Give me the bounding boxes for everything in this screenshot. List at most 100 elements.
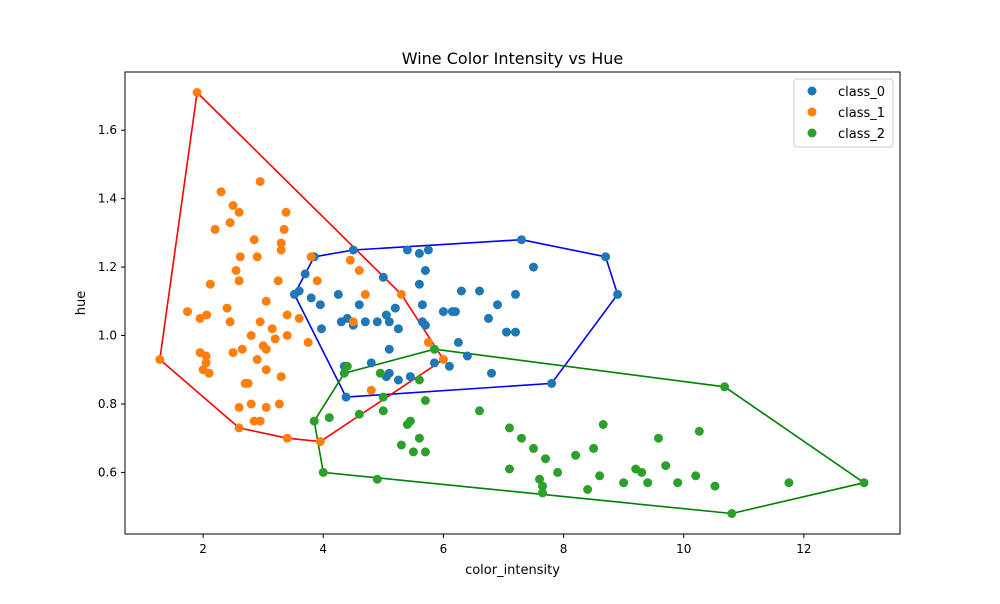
data-point-class_1: [237, 344, 247, 354]
data-point-class_2: [354, 409, 364, 419]
data-point-class_2: [691, 471, 701, 481]
x-axis: 2 4 6 8 10 12: [199, 534, 812, 556]
data-point-class_1: [438, 355, 448, 364]
data-point-class_1: [255, 416, 265, 426]
data-point-class_1: [205, 279, 215, 289]
data-point-class_1: [274, 399, 284, 409]
data-point-class_2: [583, 485, 593, 494]
x-tick-label: 6: [440, 542, 448, 556]
legend-box: [793, 78, 894, 148]
data-point-class_1: [279, 224, 289, 234]
data-point-class_0: [402, 245, 412, 255]
data-point-class_2: [710, 481, 720, 491]
data-point-class_1: [255, 317, 265, 327]
data-point-class_2: [408, 447, 418, 457]
data-point-class_0: [456, 286, 466, 296]
data-point-class_1: [234, 423, 244, 433]
data-point-class_2: [643, 478, 653, 488]
data-point-class_1: [235, 252, 245, 262]
data-point-class_0: [613, 289, 623, 299]
data-point-class_0: [300, 269, 310, 279]
plot-frame: [124, 71, 901, 535]
data-point-class_1: [276, 245, 286, 255]
data-point-class_0: [484, 313, 493, 323]
data-point-class_2: [535, 474, 544, 484]
data-point-class_1: [183, 307, 192, 317]
data-point-class_0: [366, 358, 376, 368]
y-axis: 0.6 0.8 1.0 1.2 1.4 1.6: [98, 123, 125, 479]
data-point-class_2: [538, 488, 547, 498]
data-point-class_1: [282, 331, 292, 340]
data-point-class_1: [348, 317, 358, 327]
x-axis-label: color_intensity: [465, 563, 560, 578]
data-point-class_2: [598, 420, 608, 429]
data-point-class_1: [303, 337, 313, 347]
data-point-class_0: [378, 272, 388, 282]
data-point-class_1: [360, 289, 370, 299]
data-point-class_2: [589, 443, 599, 453]
data-point-class_2: [378, 392, 388, 402]
data-point-class_0: [511, 289, 520, 299]
legend-marker-class-1: [807, 107, 817, 117]
series-class_2: [309, 344, 869, 518]
data-point-class_1: [234, 276, 244, 286]
data-point-class_2: [414, 375, 424, 385]
data-point-class_1: [261, 365, 271, 375]
y-tick-label: 0.8: [98, 397, 117, 411]
data-point-class_0: [384, 368, 394, 378]
data-point-class_1: [210, 224, 220, 234]
data-point-class_1: [202, 310, 212, 320]
data-point-class_1: [201, 351, 211, 361]
data-point-class_2: [378, 406, 388, 416]
data-point-class_0: [414, 279, 424, 289]
data-point-class_1: [423, 337, 433, 347]
data-point-class_1: [267, 324, 277, 334]
data-point-class_0: [475, 286, 484, 296]
data-point-class_0: [333, 289, 343, 299]
data-point-class_0: [423, 245, 433, 255]
y-tick-label: 0.6: [98, 465, 117, 479]
data-point-class_1: [243, 378, 253, 388]
data-point-class_0: [487, 368, 496, 378]
data-point-class_0: [517, 235, 526, 245]
data-point-class_0: [384, 344, 394, 354]
data-point-class_2: [517, 433, 526, 443]
data-point-class_2: [727, 509, 737, 518]
data-point-class_2: [529, 443, 538, 453]
data-point-class_2: [420, 447, 430, 457]
data-point-class_1: [261, 344, 271, 354]
data-point-class_0: [601, 252, 611, 262]
data-point-class_1: [354, 266, 364, 275]
x-tick-label: 8: [560, 542, 568, 556]
data-point-class_0: [511, 327, 520, 337]
y-axis-label: hue: [74, 291, 89, 315]
hull-class_2: [313, 348, 866, 515]
legend: class_0 class_1 class_2: [793, 78, 894, 148]
y-tick-label: 1.0: [98, 329, 117, 343]
data-point-class_0: [502, 327, 511, 337]
data-point-class_2: [619, 478, 629, 488]
data-point-class_1: [282, 310, 292, 320]
data-point-class_2: [375, 368, 385, 378]
data-point-class_1: [261, 402, 271, 412]
data-point-class_0: [390, 303, 400, 313]
data-point-class_0: [294, 286, 304, 296]
data-point-class_1: [276, 238, 286, 248]
data-point-class_2: [414, 433, 424, 443]
legend-label-class-0: class_0: [838, 85, 885, 100]
data-point-class_2: [324, 413, 334, 423]
x-tick-label: 10: [676, 542, 691, 556]
data-point-class_1: [276, 372, 286, 382]
data-point-class_0: [417, 300, 427, 310]
data-point-class_1: [155, 355, 165, 364]
data-point-class_1: [249, 235, 259, 245]
series-class_0: [289, 235, 623, 402]
data-point-class_0: [420, 266, 430, 275]
data-point-class_1: [273, 276, 283, 286]
data-point-class_0: [384, 317, 394, 327]
data-point-class_1: [255, 177, 265, 186]
data-point-class_1: [315, 437, 325, 447]
y-tick-label: 1.4: [98, 192, 117, 206]
